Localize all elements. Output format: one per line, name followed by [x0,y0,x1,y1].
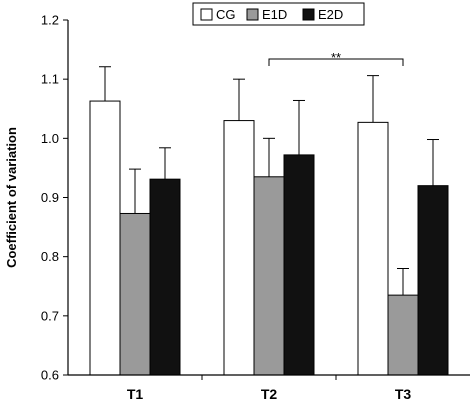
legend: CG E1D E2D [192,2,365,26]
x-tick-label-t2: T2 [261,386,278,402]
legend-swatch-cg [200,8,213,21]
bar-e1d-t2 [253,176,285,376]
legend-label-e1d: E1D [262,7,287,22]
bar-e2d-t1 [149,178,181,376]
significance-label: ** [331,50,341,65]
y-tick-label: 1.1 [41,72,59,87]
legend-box [192,2,365,26]
y-tick-label: 1.2 [41,13,59,28]
bar-cg-t1 [89,100,121,376]
x-tick-label-t3: T3 [395,386,412,402]
bar-e2d-t3 [417,185,449,376]
y-tick-label: 0.6 [41,368,59,383]
bar-cg-t2 [223,120,255,376]
legend-label-cg: CG [216,7,236,22]
bar-e1d-t3 [387,294,419,376]
significance-bracket [268,58,404,66]
y-tick-label: 0.9 [41,190,59,205]
legend-label-e2d: E2D [318,7,343,22]
x-tick-label-t1: T1 [127,386,144,402]
labels-layer: 0.6 0.7 0.8 0.9 1.0 1.1 1.2 Coefficient of vari… [4,13,411,403]
bar-e1d-t1 [119,212,151,376]
axes-layer [63,19,470,380]
bar-e2d-t2 [283,154,315,376]
y-tick-label: 0.8 [41,249,59,264]
y-axis-label: Coefficient of variation [4,127,19,268]
legend-swatch-e2d [302,8,315,21]
bars-layer [89,66,449,376]
y-tick-label: 1.0 [41,131,59,146]
legend-swatch-e1d [246,8,259,21]
y-tick-label: 0.7 [41,308,59,323]
bar-cg-t3 [357,121,389,376]
